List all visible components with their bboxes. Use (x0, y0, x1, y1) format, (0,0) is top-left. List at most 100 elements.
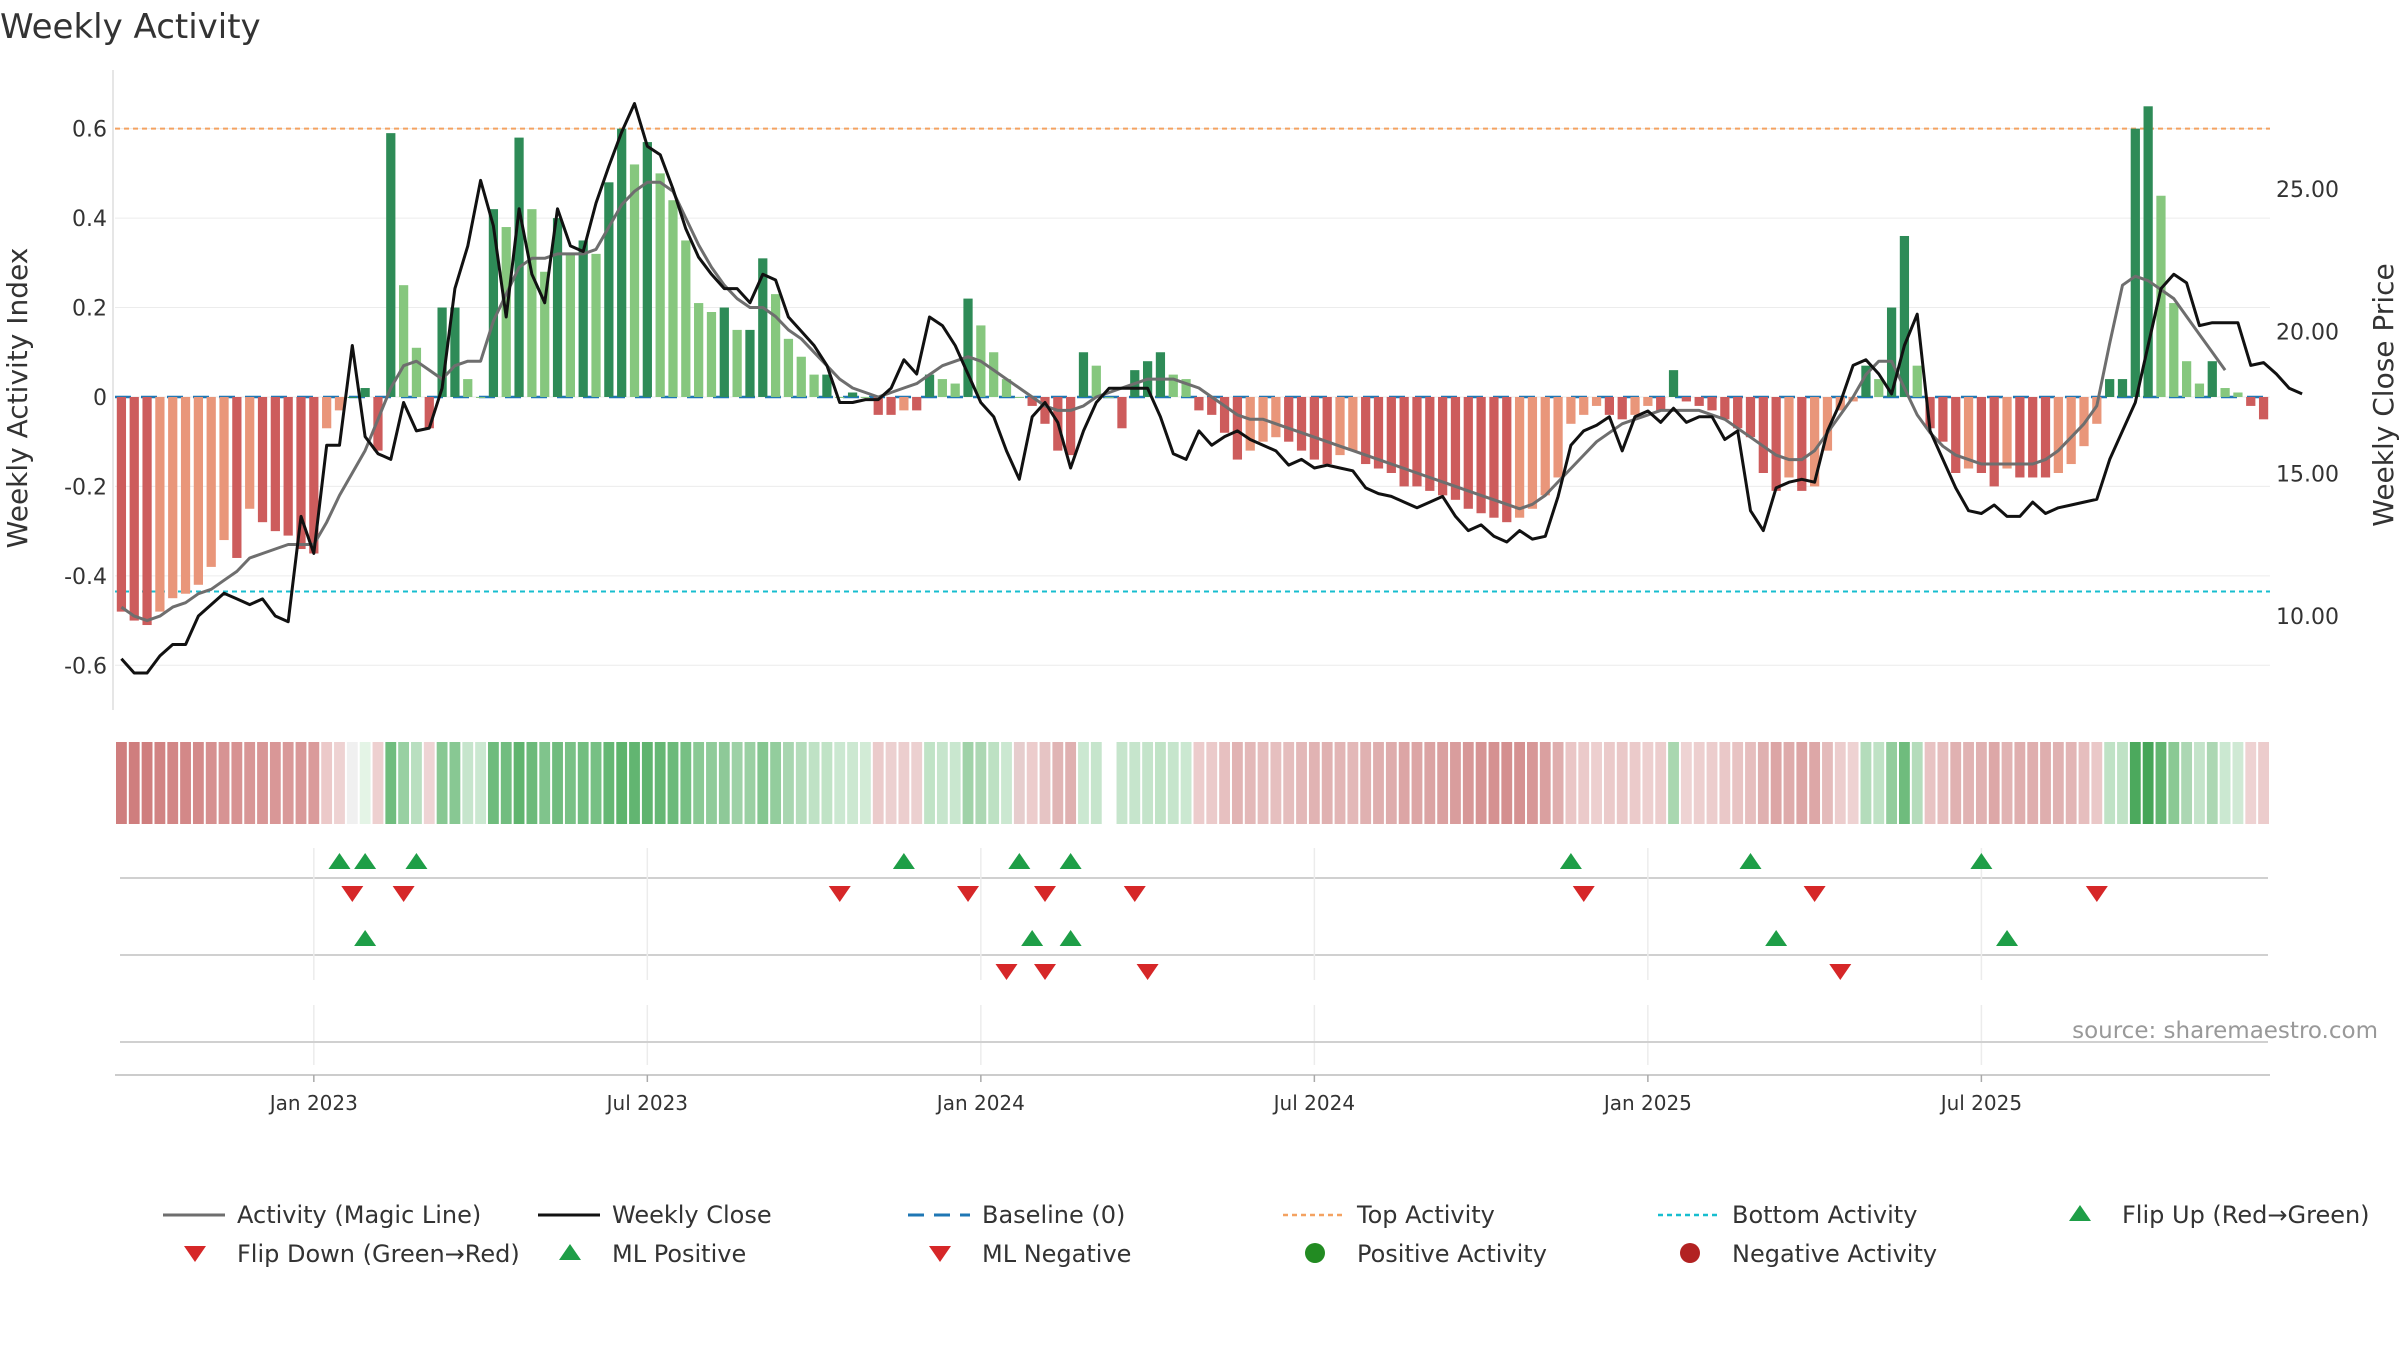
heat-cell (552, 742, 563, 824)
ml-positive-marker (354, 930, 377, 946)
heat-cell (1039, 742, 1051, 824)
activity-bar (1874, 379, 1884, 397)
flip-up-marker (1559, 853, 1582, 869)
heat-cell (629, 742, 640, 824)
activity-bar (2066, 396, 2076, 465)
activity-bar (309, 396, 319, 554)
heat-cell (718, 742, 730, 824)
chart-title: Weekly Activity (0, 7, 261, 47)
activity-bar (475, 396, 486, 398)
activity-bar (1951, 396, 1961, 473)
heat-cell (2258, 742, 2269, 824)
activity-bar (411, 347, 422, 397)
activity-bar (1527, 396, 1538, 509)
heat-cell (1501, 742, 1513, 824)
heat-cell (1462, 742, 1474, 824)
heat-cell (1270, 742, 1282, 824)
heat-cell (1360, 742, 1372, 824)
legend-label: Flip Down (Green→Red) (237, 1240, 520, 1268)
ml-negative-marker (1829, 964, 1852, 980)
activity-bar (1066, 396, 1076, 456)
activity-bar (1681, 396, 1691, 402)
activity-bar (347, 396, 357, 398)
activity-bar (1758, 396, 1768, 473)
activity-bar (360, 388, 370, 397)
heat-cell (1899, 742, 1910, 824)
y-tick-label: -0.2 (64, 475, 107, 500)
activity-bar (578, 240, 588, 397)
activity-bar (1797, 396, 1807, 491)
legend-swatch-down-triangle (184, 1246, 206, 1262)
heat-cell (1655, 742, 1667, 824)
activity-bar (2053, 396, 2063, 473)
activity-bar (1579, 396, 1589, 415)
heat-cell (1809, 742, 1821, 824)
heat-cell (539, 742, 551, 824)
heat-cell (2232, 742, 2244, 824)
legend-label: Negative Activity (1732, 1240, 1937, 1268)
activity-bar (1322, 396, 1332, 465)
heat-cell (564, 742, 576, 824)
heat-cell (1719, 742, 1731, 824)
x-tick-label: Jul 2023 (605, 1091, 688, 1115)
y2-tick-label: 25.00 (2276, 178, 2339, 203)
heat-cell (2181, 742, 2193, 824)
activity-bar (322, 396, 332, 429)
activity-bar (1553, 396, 1563, 478)
activity-bar (2194, 383, 2205, 397)
heat-cell (1090, 742, 1102, 824)
activity-bar (1591, 396, 1602, 406)
heat-cell (1693, 742, 1705, 824)
heat-cell (385, 742, 397, 824)
heat-cell (924, 742, 935, 824)
activity-bar (2130, 128, 2140, 397)
heat-cell (2155, 742, 2167, 824)
activity-bar (2002, 396, 2012, 469)
heat-cell (616, 742, 628, 824)
heat-cell (116, 742, 127, 824)
ml-negative-marker (1136, 964, 1159, 980)
activity-bar (2092, 396, 2102, 424)
activity-bar (424, 396, 434, 429)
flip-down-marker (2085, 886, 2108, 902)
activity-bar (1617, 396, 1627, 420)
activity-bar (232, 396, 242, 558)
heat-cell (154, 742, 166, 824)
legend-swatch-up-triangle (559, 1244, 581, 1260)
activity-bar (1027, 396, 1037, 406)
legend-swatch-up-triangle (2069, 1205, 2091, 1221)
heat-cell (667, 742, 679, 824)
heat-cell (1911, 742, 1923, 824)
activity-bar (1040, 396, 1050, 424)
activity-bar (1463, 396, 1473, 509)
heat-cell (1603, 742, 1615, 824)
heat-cell (1706, 742, 1718, 824)
activity-bar (552, 218, 563, 397)
ml-negative-marker (1033, 964, 1056, 980)
activity-bar (732, 329, 742, 397)
activity-bar (758, 258, 768, 397)
heat-cell (1975, 742, 1987, 824)
activity-bar (1899, 235, 1910, 397)
activity-bar (2220, 388, 2230, 397)
heat-cell (821, 742, 833, 824)
activity-bar (1232, 396, 1243, 460)
heat-cell (449, 742, 461, 824)
y-tick-label: 0 (93, 386, 107, 411)
heat-cell (590, 742, 602, 824)
heat-cell (1886, 742, 1898, 824)
ml-positive-marker (1996, 930, 2019, 946)
heat-cell (2129, 742, 2141, 824)
activity-bar (1091, 365, 1101, 397)
activity-bar (1078, 352, 1089, 397)
activity-bar (168, 396, 178, 599)
activity-bar (1745, 396, 1756, 438)
activity-bars (116, 106, 2269, 626)
activity-bar (655, 173, 665, 397)
heat-cell (436, 742, 448, 824)
heat-cell (1193, 742, 1205, 824)
heat-cell (192, 742, 204, 824)
heat-cell (1411, 742, 1423, 824)
legend-label: ML Negative (982, 1240, 1131, 1268)
